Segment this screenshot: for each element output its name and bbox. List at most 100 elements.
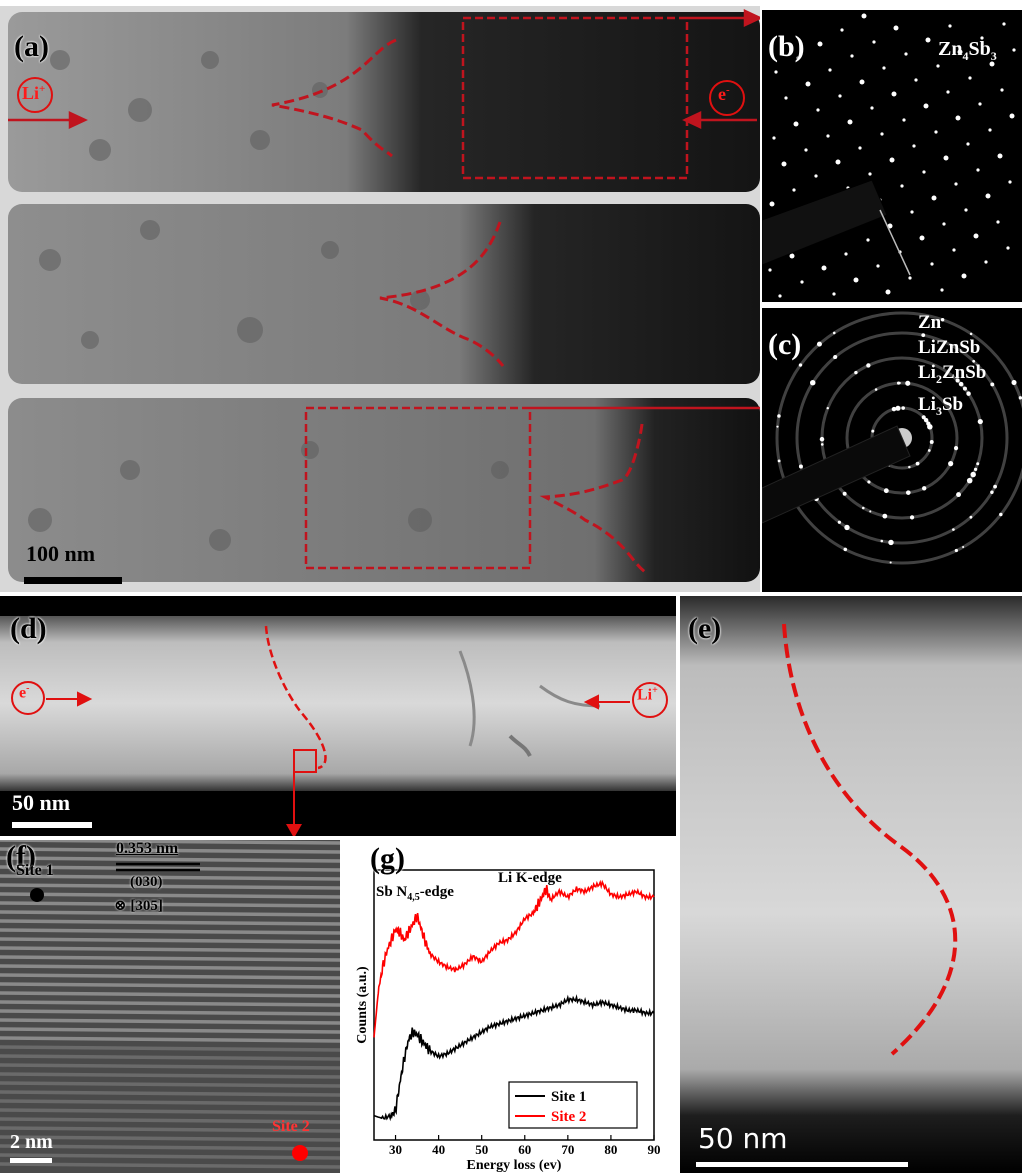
ring-spot	[854, 370, 858, 375]
panel-d-label: (d)	[10, 612, 47, 645]
lattice-fringe	[0, 991, 340, 998]
diffraction-spot	[925, 37, 931, 43]
ring-spot	[922, 486, 927, 491]
ring-spot	[977, 418, 983, 425]
sb-edge-b: -edge	[419, 884, 454, 900]
zone-axis-label: ⊗ [305]	[114, 898, 163, 914]
diffraction-spot	[800, 280, 804, 284]
li-ion-text: Li	[22, 83, 40, 103]
diffraction-spot	[796, 56, 800, 60]
electron-text-d: e	[19, 684, 27, 702]
panel-d-scalebar-label: 50 nm	[12, 790, 71, 815]
lattice-fringe	[0, 937, 340, 944]
ring-spot	[952, 528, 955, 531]
x-tick-label: 50	[475, 1142, 488, 1157]
diffraction-spot	[910, 210, 914, 214]
diffraction-spot	[784, 96, 788, 100]
ring-spot	[843, 547, 848, 552]
diffraction-spot	[872, 40, 876, 44]
phase-li3-sub: 3	[935, 403, 942, 418]
diffraction-spot	[973, 233, 979, 239]
diffraction-spot	[853, 277, 859, 283]
series-line-site-2	[373, 879, 655, 1038]
diffraction-spot	[870, 106, 874, 110]
ring-spot	[832, 331, 836, 335]
phase-sub-3: 3	[990, 49, 997, 63]
diffraction-spot	[859, 79, 865, 85]
diffraction-spot	[840, 28, 844, 32]
diffraction-spot	[768, 268, 772, 272]
diffraction-spot	[923, 103, 929, 109]
diffraction-spot	[861, 13, 867, 19]
lattice-fringe	[0, 847, 340, 854]
diffraction-spot	[1008, 180, 1012, 184]
ring-spot	[889, 561, 892, 564]
diffraction-spot	[989, 61, 995, 67]
diffraction-spot	[804, 148, 808, 152]
lattice-fringe	[0, 1063, 340, 1070]
electron-label: e-	[718, 84, 730, 105]
ring-spot	[929, 439, 934, 444]
lattice-fringe	[0, 1054, 340, 1061]
lattice-fringe	[0, 865, 340, 872]
lattice-fringe	[0, 874, 340, 881]
diffraction-spot	[858, 146, 862, 150]
phase-li2-sub: 2	[935, 371, 942, 386]
ring-spot	[966, 391, 971, 396]
ring-spot	[970, 471, 976, 478]
panel-a: (a) Li+ e- 100 nm	[0, 0, 760, 592]
sb-edge-label: Sb N4,5-edge	[376, 884, 454, 903]
li-ion-charge: +	[39, 83, 46, 95]
panel-a-image	[0, 0, 760, 592]
diffraction-spot	[908, 276, 912, 280]
diffraction-spot	[868, 172, 872, 176]
li-ion-charge-d: +	[652, 685, 658, 696]
ring-spot	[993, 484, 997, 489]
phase-li3-a: Li	[918, 393, 936, 415]
diffraction-spot	[850, 54, 854, 58]
diffraction-spot	[934, 130, 938, 134]
panel-g: 30 40 50 60 70 80 90 Energy loss (ev) Counts (a.…	[344, 840, 676, 1173]
panel-f-label: (f)	[6, 840, 36, 873]
lattice-fringe	[0, 1099, 340, 1106]
ring-spot	[844, 524, 850, 531]
diffraction-spot	[1006, 246, 1010, 250]
phase-list: Zn LiZnSb Li2ZnSb Li3Sb	[918, 310, 986, 424]
phase-li3-b: Sb	[941, 393, 964, 415]
ring-spot	[908, 465, 911, 469]
x-tick-label: 40	[432, 1142, 445, 1157]
diffraction-spot	[1000, 88, 1004, 92]
ring-spot	[948, 461, 954, 467]
diffraction-spot	[876, 264, 880, 268]
diffraction-spot	[997, 153, 1003, 159]
diffraction-spot	[912, 144, 916, 148]
ring-spot	[842, 491, 847, 496]
panel-a-scalebar-label: 100 nm	[26, 541, 96, 566]
ring-spot	[954, 548, 958, 553]
ring-spot	[777, 414, 781, 418]
phase-li2-a: Li	[918, 362, 936, 383]
lattice-fringe	[0, 1072, 340, 1079]
diffraction-spot	[952, 248, 956, 252]
diffraction-spot	[774, 70, 778, 74]
lattice-fringe	[0, 946, 340, 953]
diffraction-spot	[866, 238, 870, 242]
ring-spot	[973, 467, 978, 471]
lattice-fringe	[0, 1036, 340, 1043]
ring-spot	[862, 506, 865, 510]
li-ion-label: Li+	[22, 83, 45, 104]
ring-spot	[921, 333, 926, 338]
lattice-fringe	[0, 1090, 340, 1097]
ring-spot	[976, 462, 980, 466]
diffraction-spot	[948, 24, 952, 28]
ring-spot	[962, 545, 965, 549]
diffraction-spot	[936, 64, 940, 68]
phase-zn4sb3: Zn4Sb3	[938, 38, 997, 64]
site2-label: Site 2	[272, 1118, 310, 1135]
diffraction-spot	[961, 273, 967, 279]
phase-sub-4: 4	[962, 49, 969, 63]
phase-li2znsb: Li2ZnSb	[918, 360, 986, 392]
panel-e: (e) 50 nm	[680, 596, 1022, 1173]
diffraction-spot	[922, 170, 926, 174]
ring-spot	[909, 515, 915, 520]
